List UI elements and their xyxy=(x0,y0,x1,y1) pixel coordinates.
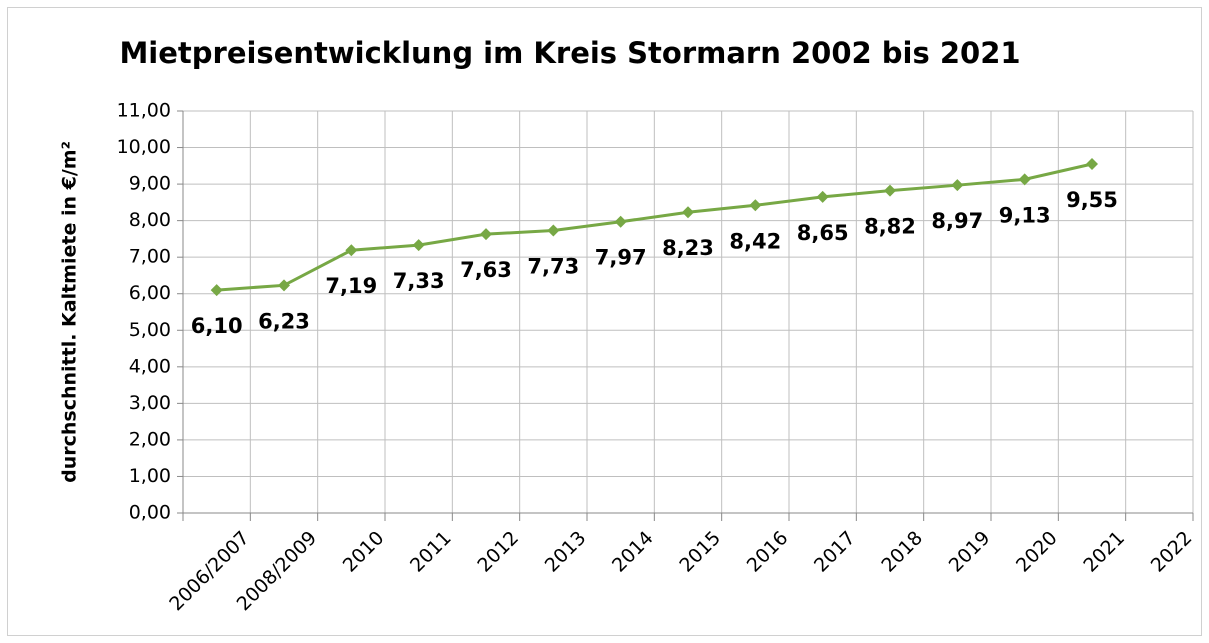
y-tick-label: 4,00 xyxy=(129,355,171,377)
y-tick-label: 5,00 xyxy=(129,319,171,341)
marker xyxy=(682,206,694,219)
data-label: 8,23 xyxy=(662,236,714,260)
y-tick-label: 2,00 xyxy=(129,428,171,450)
y-axis-title: durchschnittl. Kaltmiete in €/m² xyxy=(59,141,81,483)
data-label: 6,10 xyxy=(191,314,243,338)
marker xyxy=(749,199,762,212)
line xyxy=(216,162,1093,292)
marker xyxy=(951,179,964,192)
y-tick-label: 11,00 xyxy=(117,100,171,122)
data-label: 7,97 xyxy=(595,246,647,270)
data-label: 7,19 xyxy=(325,274,377,298)
y-tick-label: 0,00 xyxy=(129,502,171,524)
marker xyxy=(816,190,829,203)
y-tick-label: 3,00 xyxy=(129,392,171,414)
y-tick-label: 1,00 xyxy=(129,465,171,487)
marker xyxy=(278,279,290,292)
marker xyxy=(547,224,560,237)
y-tick-label: 10,00 xyxy=(117,136,171,158)
chart-title: Mietpreisentwicklung im Kreis Stormarn 2… xyxy=(119,36,1020,70)
marker xyxy=(480,228,492,241)
marker xyxy=(614,215,627,228)
y-tick-label: 7,00 xyxy=(129,246,171,268)
y-tick-label: 9,00 xyxy=(129,173,171,195)
data-label: 8,65 xyxy=(797,221,849,245)
data-label: 7,33 xyxy=(393,269,445,293)
data-label: 6,23 xyxy=(258,309,310,333)
data-label: 8,97 xyxy=(931,209,983,233)
data-label: 9,55 xyxy=(1066,188,1118,212)
marker xyxy=(412,239,425,252)
data-label: 8,42 xyxy=(729,229,781,253)
marker xyxy=(345,244,358,257)
y-tick-label: 6,00 xyxy=(129,282,171,304)
data-label: 7,73 xyxy=(527,255,579,279)
y-tick-label: 8,00 xyxy=(129,209,171,231)
marker xyxy=(1086,157,1098,170)
data-label: 9,13 xyxy=(999,203,1051,227)
marker xyxy=(210,284,223,297)
data-label: 8,82 xyxy=(864,215,916,239)
marker xyxy=(1018,173,1031,186)
marker xyxy=(884,184,896,197)
data-label: 7,63 xyxy=(460,258,512,282)
chart-border xyxy=(7,7,1202,636)
